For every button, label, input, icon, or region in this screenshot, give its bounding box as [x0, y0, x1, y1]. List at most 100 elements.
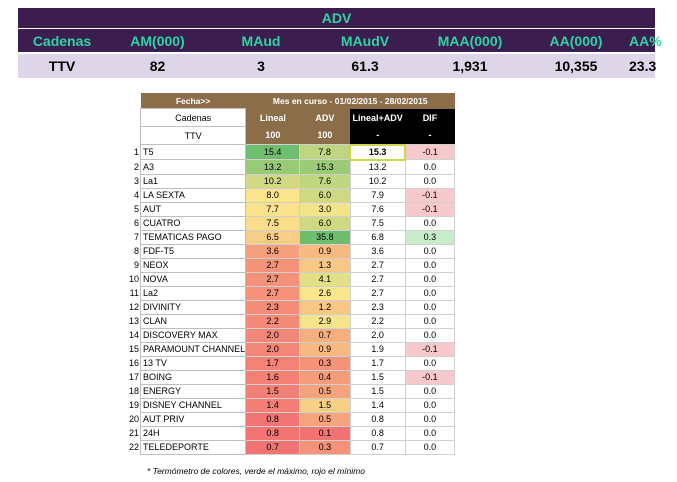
table-row: 1 T5 15.4 7.8 15.3 -0.1 [128, 143, 456, 161]
lineal-adv-value: 1.7 [349, 355, 406, 371]
row-number: 20 [128, 414, 139, 424]
value-cadenas: TTV [48, 58, 76, 74]
lineal-adv-value: 2.2 [349, 313, 406, 329]
lineal-adv-value: 7.9 [349, 187, 406, 203]
lineal-value: 2.0 [245, 327, 301, 343]
dif-value: 0.0 [404, 243, 456, 259]
adv-value: 2.9 [299, 313, 351, 329]
channel-name: CUATRO [139, 215, 247, 231]
lineal-value: 2.2 [245, 313, 301, 329]
lineal-header: Lineal [245, 108, 300, 127]
channel-name: AUT PRIV [139, 411, 247, 427]
dif-value: 0.0 [404, 271, 456, 287]
channel-name: DISNEY CHANNEL [139, 397, 247, 413]
channel-name: FDF-T5 [139, 243, 247, 259]
dif-value: 0.0 [404, 299, 456, 315]
table-row: 3 La1 10.2 7.6 10.2 0.0 [128, 173, 456, 189]
lineal-adv-value: 1.5 [349, 383, 406, 399]
header-maudv: MAudV [340, 32, 390, 49]
table-row: 9 NEOX 2.7 1.3 2.7 0.0 [128, 257, 456, 273]
channel-name: DISCOVERY MAX [139, 327, 247, 343]
row-number: 16 [128, 358, 139, 368]
summary-header-row: Cadenas AM(000) MAud MAudV MAA(000) AA(0… [18, 29, 662, 52]
table-row: 10 NOVA 2.7 4.1 2.7 0.0 [128, 271, 456, 287]
adv-value: 1.2 [299, 299, 351, 315]
dif-value: 0.0 [404, 355, 456, 371]
table-row: 13 CLAN 2.2 2.9 2.2 0.0 [128, 313, 456, 329]
row-number: 10 [128, 274, 139, 284]
channel-name: A3 [139, 159, 247, 175]
lineal-value: 2.3 [245, 299, 301, 315]
adv-summary-panel: ADV Cadenas AM(000) MAud MAudV MAA(000) … [18, 8, 662, 78]
channel-name: T5 [139, 144, 247, 160]
row-number: 22 [128, 442, 139, 452]
ttv-lineal: 100 [245, 126, 300, 145]
ttv-dif: - [405, 126, 455, 145]
dif-value: 0.0 [404, 313, 456, 329]
lineal-value: 2.0 [245, 341, 301, 357]
value-maa: 1,931 [452, 58, 488, 74]
table-row: 16 13 TV 1.7 0.3 1.7 0.0 [128, 355, 456, 371]
ttv-adv: 100 [299, 126, 351, 145]
lineal-value: 7.5 [245, 215, 301, 231]
dif-value: 0.0 [404, 439, 456, 455]
summary-title: ADV [18, 8, 655, 28]
adv-value: 1.5 [299, 397, 351, 413]
value-aa: 10,355 [554, 58, 598, 74]
adv-value: 3.0 [299, 201, 351, 217]
dif-value: 0.0 [404, 215, 456, 231]
channel-name: La2 [139, 285, 247, 301]
adv-value: 15.3 [299, 159, 351, 175]
table-row: 7 TEMATICAS PAGO 6.5 35.8 6.8 0.3 [128, 229, 456, 245]
lineal-value: 2.7 [245, 285, 301, 301]
header-aa-pct: AA% [629, 32, 662, 49]
dif-value: -0.1 [404, 187, 456, 203]
lineal-value: 3.6 [245, 243, 301, 259]
table-row: 20 AUT PRIV 0.8 0.5 0.8 0.0 [128, 411, 456, 427]
adv-value: 0.1 [299, 425, 351, 441]
table-row: 14 DISCOVERY MAX 2.0 0.7 2.0 0.0 [128, 327, 456, 343]
channel-name: TEMATICAS PAGO [139, 229, 247, 245]
table-row: 11 La2 2.7 2.6 2.7 0.0 [128, 285, 456, 301]
value-maud: 3 [257, 58, 265, 74]
channel-name: ENERGY [139, 383, 247, 399]
lineal-adv-value: 1.4 [349, 397, 406, 413]
row-number: 8 [133, 246, 139, 256]
row-number: 1 [133, 147, 139, 157]
value-maudv: 61.3 [351, 58, 379, 74]
row-number: 11 [129, 288, 139, 298]
dif-value: 0.0 [404, 327, 456, 343]
lineal-value: 0.8 [245, 425, 301, 441]
lineal-value: 1.4 [245, 397, 301, 413]
adv-value: 7.6 [299, 173, 351, 189]
row-number: 7 [133, 232, 139, 242]
channel-name: DIVINITY [139, 299, 247, 315]
adv-value: 6.0 [299, 187, 351, 203]
channel-name: AUT [139, 201, 247, 217]
table-row: 19 DISNEY CHANNEL 1.4 1.5 1.4 0.0 [128, 397, 456, 413]
lineal-adv-value: 0.7 [349, 439, 406, 455]
row-number: 6 [133, 218, 139, 228]
lineal-value: 1.5 [245, 383, 301, 399]
channel-detail-table: Fecha>> Mes en curso - 01/02/2015 - 28/0… [128, 93, 456, 455]
lineal-value: 2.7 [245, 257, 301, 273]
table-row: 17 BOING 1.6 0.4 1.5 -0.1 [128, 369, 456, 385]
row-number: 12 [128, 302, 139, 312]
header-cadenas: Cadenas [32, 32, 92, 49]
lineal-value: 0.7 [245, 439, 301, 455]
lineal-adv-value: 7.6 [349, 201, 406, 217]
lineal-value: 1.7 [245, 355, 301, 371]
adv-value: 7.8 [299, 144, 351, 160]
lineal-adv-value: 6.8 [349, 229, 406, 245]
table-row: 12 DIVINITY 2.3 1.2 2.3 0.0 [128, 299, 456, 315]
lineal-adv-value: 15.3 [349, 143, 407, 161]
row-number: 15 [128, 344, 139, 354]
table-row: 18 ENERGY 1.5 0.5 1.5 0.0 [128, 383, 456, 399]
period-header-row: Fecha>> Mes en curso - 01/02/2015 - 28/0… [128, 93, 455, 109]
fecha-label: Fecha>> [140, 93, 246, 109]
table-row: 21 24H 0.8 0.1 0.8 0.0 [128, 425, 456, 441]
dif-value: 0.0 [404, 257, 456, 273]
lineal-adv-value: 3.6 [349, 243, 406, 259]
adv-value: 0.3 [299, 355, 351, 371]
lineal-value: 13.2 [245, 159, 301, 175]
